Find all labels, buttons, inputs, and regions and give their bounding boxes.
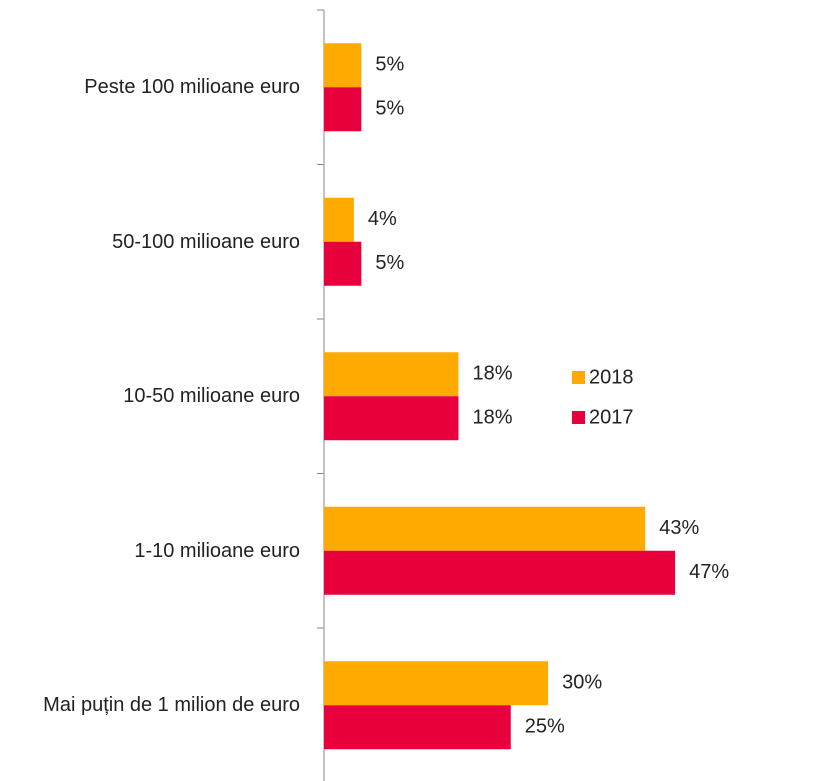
- legend-swatch: [572, 411, 585, 424]
- value-label: 5%: [375, 252, 404, 274]
- category-label: Mai puțin de 1 milion de euro: [43, 694, 300, 717]
- legend-label: 2018: [589, 366, 634, 388]
- value-label: 43%: [659, 517, 699, 539]
- value-label: 18%: [472, 363, 512, 385]
- value-label: 18%: [472, 407, 512, 429]
- legend-label: 2017: [589, 406, 634, 428]
- bar: [324, 352, 459, 397]
- legend-swatch: [572, 371, 585, 384]
- bar: [324, 241, 362, 286]
- value-label: 5%: [375, 54, 404, 76]
- category-label: Peste 100 milioane euro: [84, 76, 300, 99]
- bar: [324, 43, 362, 88]
- bar: [324, 396, 459, 441]
- value-label: 25%: [525, 716, 565, 738]
- category-label: 50-100 milioane euro: [112, 230, 300, 253]
- bar: [324, 197, 354, 242]
- bar: [324, 661, 549, 706]
- bar: [324, 705, 511, 750]
- value-label: 4%: [368, 208, 397, 230]
- category-label: 10-50 milioane euro: [123, 385, 300, 408]
- bar: [324, 506, 646, 551]
- value-label: 47%: [689, 561, 729, 583]
- value-label: 30%: [562, 672, 602, 694]
- category-label: 1-10 milioane euro: [134, 539, 300, 562]
- value-label: 5%: [375, 98, 404, 120]
- bar: [324, 550, 676, 595]
- bar: [324, 87, 362, 132]
